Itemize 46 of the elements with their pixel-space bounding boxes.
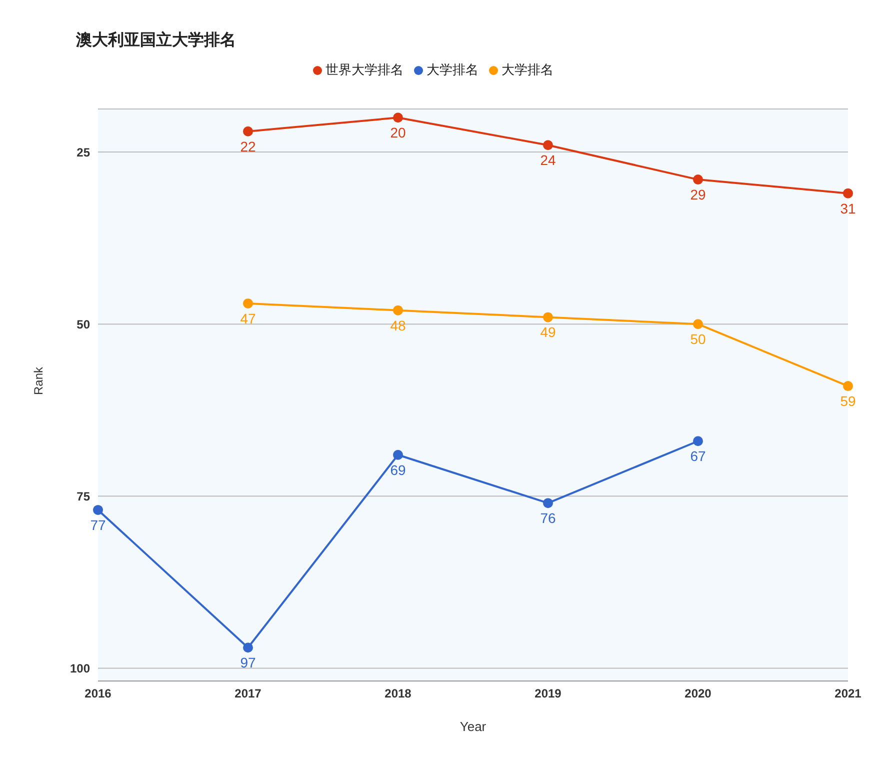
point [693, 174, 703, 185]
data-label: 76 [540, 510, 556, 526]
data-label: 31 [840, 200, 856, 216]
point [393, 305, 403, 316]
point [843, 381, 853, 392]
y-tick-label: 50 [76, 317, 90, 332]
point [693, 319, 703, 330]
x-axis-title: Year [460, 719, 487, 734]
y-axis-title: Rank [31, 366, 46, 395]
data-label: 47 [240, 310, 256, 326]
y-tick-label: 75 [76, 489, 90, 504]
data-label: 48 [390, 317, 406, 334]
x-tick-label: 2016 [84, 686, 112, 701]
y-tick-label: 100 [70, 662, 90, 676]
point [543, 312, 553, 322]
point [243, 126, 253, 136]
y-tick-label: 25 [76, 145, 90, 160]
legend-label: 大学排名 [426, 62, 478, 77]
x-tick-label: 2021 [834, 686, 862, 701]
data-label: 24 [540, 152, 556, 168]
legend-label: 世界大学排名 [326, 62, 404, 77]
point [693, 436, 703, 446]
x-tick-label: 2017 [234, 686, 262, 701]
data-label: 97 [240, 654, 256, 671]
point [543, 140, 553, 150]
data-label: 59 [840, 392, 856, 409]
data-label: 22 [240, 138, 256, 154]
point [93, 504, 103, 515]
point [843, 188, 853, 198]
data-label: 77 [90, 516, 106, 533]
point [243, 642, 253, 653]
point [243, 298, 253, 308]
point [543, 498, 553, 508]
legend-label: 大学排名 [502, 62, 554, 77]
point [393, 112, 403, 123]
chart-title: 澳大利亚国立大学排名 [75, 30, 237, 51]
x-tick-label: 2019 [534, 686, 562, 701]
data-label: 29 [690, 186, 706, 202]
x-tick-label: 2018 [384, 686, 412, 701]
data-label: 49 [540, 324, 556, 340]
data-label: 67 [690, 448, 706, 464]
data-label: 50 [690, 331, 706, 348]
x-tick-label: 2020 [684, 686, 712, 701]
point [393, 450, 403, 460]
data-label: 69 [390, 462, 406, 478]
data-label: 20 [390, 124, 406, 141]
